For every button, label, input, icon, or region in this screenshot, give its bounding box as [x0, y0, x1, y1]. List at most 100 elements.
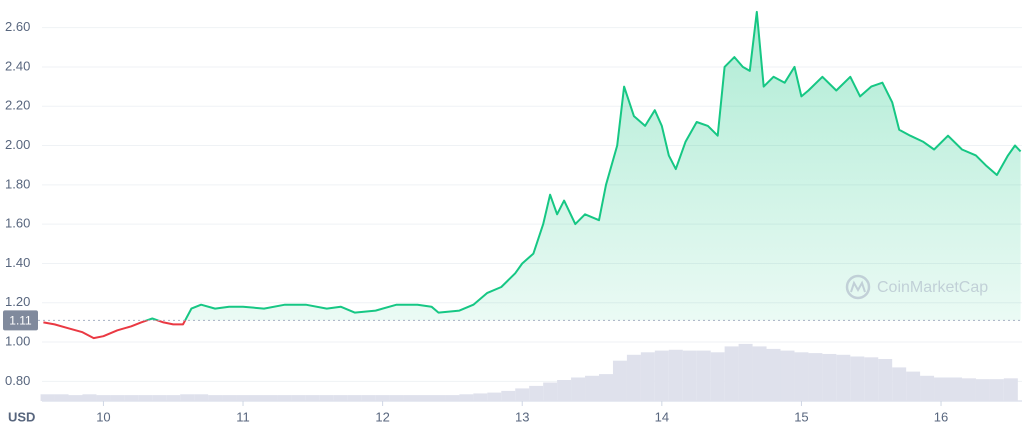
volume-bar: [249, 395, 264, 401]
volume-bar: [920, 375, 935, 401]
volume-bar: [305, 395, 320, 401]
volume-bars: [40, 343, 1018, 401]
currency-label: USD: [8, 409, 35, 424]
volume-bar: [1003, 378, 1018, 401]
volume-bar: [529, 385, 544, 401]
volume-bar: [794, 352, 809, 401]
x-tick-label: 13: [515, 409, 529, 424]
y-tick-label: 1.80: [5, 176, 30, 191]
volume-bar: [864, 357, 879, 401]
volume-bar: [194, 394, 209, 401]
y-tick-label: 0.80: [5, 373, 30, 388]
volume-bar: [934, 377, 949, 401]
volume-bar: [291, 395, 306, 401]
volume-bar: [501, 390, 516, 401]
volume-bar: [166, 395, 181, 401]
volume-bar: [152, 395, 167, 401]
volume-bar: [487, 392, 502, 401]
volume-bar: [347, 395, 362, 401]
y-tick-label: 2.00: [5, 137, 30, 152]
volume-bar: [585, 375, 600, 401]
volume-bar: [836, 354, 851, 401]
y-tick-label: 1.40: [5, 255, 30, 270]
volume-bar: [906, 371, 921, 401]
volume-bar: [138, 395, 153, 401]
y-tick-label: 2.40: [5, 58, 30, 73]
watermark-text: CoinMarketCap: [877, 279, 988, 296]
volume-bar: [557, 380, 572, 401]
volume-bar: [738, 343, 753, 401]
volume-bar: [40, 394, 55, 401]
volume-bar: [808, 353, 823, 401]
x-tick-label: 12: [375, 409, 389, 424]
volume-bar: [389, 395, 404, 401]
volume-bar: [668, 349, 683, 401]
volume-bar: [892, 367, 907, 401]
y-tick-label: 1.20: [5, 294, 30, 309]
volume-bar: [110, 395, 125, 401]
volume-bar: [236, 395, 251, 401]
volume-bar: [947, 377, 962, 401]
y-tick-label: 1.00: [5, 333, 30, 348]
watermark: CoinMarketCap: [845, 274, 988, 300]
volume-bar: [752, 346, 767, 401]
volume-bar: [96, 395, 111, 401]
volume-bar: [598, 374, 613, 401]
volume-bar: [417, 395, 432, 401]
volume-bar: [319, 395, 334, 401]
x-tick-label: 14: [655, 409, 669, 424]
volume-bar: [222, 395, 237, 401]
volume-bar: [612, 360, 627, 401]
plot: [43, 10, 1022, 340]
baseline: 1.11: [3, 310, 1022, 331]
volume-bar: [431, 395, 446, 401]
volume-bar: [682, 350, 697, 401]
x-tick-label: 15: [794, 409, 808, 424]
volume-bar: [263, 395, 278, 401]
x-tick-label: 10: [96, 409, 110, 424]
y-tick-label: 2.60: [5, 19, 30, 34]
volume-bar: [515, 388, 530, 401]
volume-bar: [780, 350, 795, 401]
baseline-label: 1.11: [9, 314, 32, 328]
volume-bar: [654, 350, 669, 401]
volume-bar: [361, 395, 376, 401]
volume-bar: [975, 379, 990, 401]
volume-bar: [180, 394, 195, 401]
volume-bar: [543, 382, 558, 401]
volume-bar: [459, 394, 474, 401]
volume-bar: [989, 379, 1004, 401]
volume-bar: [724, 346, 739, 401]
volume-bar: [208, 395, 223, 401]
volume-bar: [68, 395, 83, 401]
volume-bar: [696, 350, 711, 401]
y-tick-label: 2.20: [5, 98, 30, 113]
watermark-logo: [845, 274, 871, 300]
baseline-label-box: [3, 310, 38, 331]
volume-bar: [640, 352, 655, 401]
volume-bar: [54, 394, 69, 401]
volume-bar: [710, 352, 725, 401]
volume-bar: [124, 395, 139, 401]
volume-bar: [277, 395, 292, 401]
volume-bar: [766, 348, 781, 401]
volume-bar: [445, 395, 460, 401]
volume-bar: [822, 353, 837, 401]
watermark-logo-mark: [850, 280, 866, 293]
volume-bar: [473, 393, 488, 401]
price-line-up: [143, 10, 1022, 321]
volume-bar: [82, 394, 97, 401]
volume-bar: [403, 395, 418, 401]
volume-bar: [571, 377, 586, 401]
y-tick-label: 1.60: [5, 216, 30, 231]
volume-bar: [850, 356, 865, 401]
volume-bar: [878, 359, 893, 401]
price-area: [146, 11, 1021, 321]
volume-bar: [626, 354, 641, 401]
volume-bar: [961, 378, 976, 401]
volume-bar: [333, 395, 348, 401]
x-tick-label: 16: [934, 409, 948, 424]
x-tick-label: 11: [236, 409, 250, 424]
volume-bar: [375, 395, 390, 401]
